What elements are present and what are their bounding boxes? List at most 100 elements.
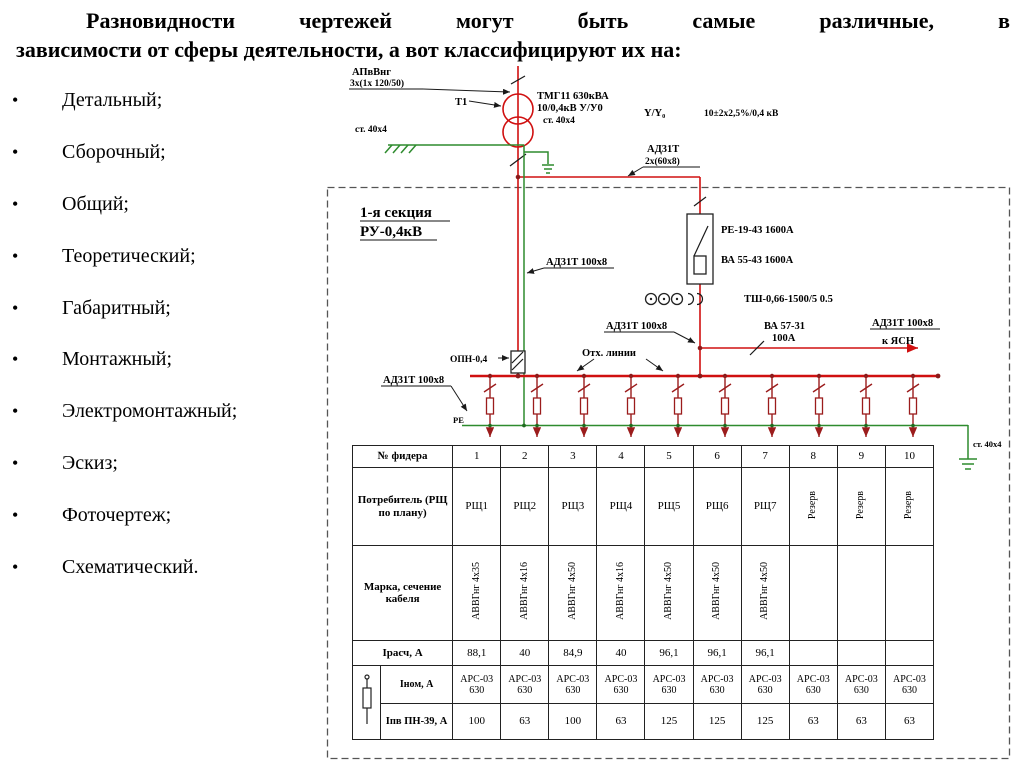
pe-junction-dot: [723, 423, 727, 428]
fuse-current-cell: 100: [452, 703, 502, 740]
consumer-cell: РЩ5: [644, 467, 694, 546]
list-item: • Схематический.: [12, 541, 327, 593]
pe-junction-dot: [535, 423, 539, 428]
bullet-label: Детальный;: [62, 89, 163, 112]
bullet-icon: •: [12, 401, 19, 422]
isolator-slash: [483, 383, 497, 393]
switchgear-section-boundary: [326, 186, 1011, 760]
breaker-label: ВА 55-43 1600А: [721, 255, 794, 266]
rated-current-cell: АРС-03 630: [644, 665, 694, 704]
transformer-icon: [502, 93, 534, 125]
earth-hatch: [392, 144, 401, 154]
isolator-slash: [765, 383, 779, 393]
busbar-type-label: АД31Т: [647, 144, 679, 155]
pe-junction-dot: [629, 423, 633, 428]
table-row-cables: Марка, сечение кабеля АВВГнг 4х35 АВВГнг…: [351, 545, 935, 641]
ct-dot: [662, 297, 666, 301]
calc-current-cell: 40: [596, 640, 646, 666]
feeder-branch: [483, 373, 497, 437]
list-item: • Теоретический;: [12, 230, 327, 282]
fuse-icon: [673, 397, 683, 415]
table-row-fuse-current: Iпв ПН-39, А 100 63 100 63 125 125 125 6…: [353, 703, 935, 740]
reserve-label: Резерв: [903, 490, 915, 519]
label-leader: [526, 267, 545, 274]
cable-label: АВВГнг 4х35: [470, 562, 482, 621]
cable-label: АВВГнг 4х50: [759, 562, 771, 621]
breaker-box-icon: [686, 213, 714, 285]
isolator-slash: [671, 383, 685, 393]
consumer-cell: Резерв: [884, 467, 935, 546]
calc-current-header: Iрасч, А: [351, 640, 454, 666]
bullet-label: Общий;: [62, 192, 129, 215]
table-row-rated-current: Iном, А АРС-03 630 АРС-03 630 АРС-03 630…: [351, 665, 935, 740]
cable-cell: АВВГнг 4х16: [500, 545, 550, 641]
consumer-header: Потребитель (РЩ по плану): [351, 467, 454, 546]
yasn-direction-label: к ЯСН: [882, 336, 914, 347]
cable-cell: [884, 545, 935, 641]
bullet-icon: •: [12, 297, 19, 318]
feeder-number: 6: [692, 445, 742, 468]
isolator-slash: [577, 383, 591, 393]
rated-current-cell: АРС-03 630: [836, 665, 886, 704]
list-item: • Общий;: [12, 179, 327, 231]
feeder-no-header: № фидера: [351, 445, 454, 468]
cable-cell: АВВГнг 4х50: [692, 545, 742, 641]
rated-current-cell: АРС-03 630: [452, 665, 502, 704]
calc-current-cell: [836, 640, 886, 666]
junction-dot: [515, 373, 521, 379]
bullet-label: Схематический.: [62, 555, 199, 578]
fuse-icon: [814, 397, 824, 415]
pe-junction-dot: [522, 423, 526, 428]
arrester-hatch: [511, 351, 524, 364]
cable-header: Марка, сечение кабеля: [351, 545, 454, 641]
isolator-slash: [859, 383, 873, 393]
cable-label: АВВГнг 4х50: [566, 562, 578, 621]
isolator-slash: [906, 383, 920, 393]
section-title-line2: РУ-0,4кВ: [360, 224, 422, 240]
isolator-slash: [530, 383, 544, 393]
incoming-cable-type-label: АПвВнг: [352, 67, 391, 78]
isolator-slash: [510, 75, 526, 85]
disconnector-label: РЕ-19-43 1600А: [721, 225, 794, 236]
list-item: • Фоточертеж;: [12, 489, 327, 541]
busbar-spec-label: 2х(60х8): [645, 156, 680, 167]
cable-cell: [788, 545, 838, 641]
fuse-switch-symbol-cell: [351, 665, 382, 740]
list-item: • Электромонтажный;: [12, 386, 327, 438]
arrester-hatch: [511, 358, 524, 371]
pe-junction-dot: [817, 423, 821, 428]
bullet-label: Теоретический;: [62, 244, 196, 267]
junction-dot: [935, 373, 941, 379]
consumer-cell: РЩ4: [596, 467, 646, 546]
calc-current-cell: 96,1: [644, 640, 694, 666]
bullet-label: Фоточертеж;: [62, 503, 172, 526]
table-row-calc-current: Iрасч, А 88,1 40 84,9 40 96,1 96,1 96,1: [351, 640, 935, 666]
bullet-icon: •: [12, 452, 19, 473]
pe-junction-dot: [911, 423, 915, 428]
feeder-table: № фидера 1 2 3 4 5 6 7 8 9 10 Потребител…: [351, 445, 935, 740]
feeder-branch: [671, 373, 685, 437]
feeder-branch: [906, 373, 920, 437]
label-leader: [645, 358, 664, 372]
calc-current-cell: 84,9: [548, 640, 598, 666]
consumer-cell: РЩ3: [548, 467, 598, 546]
transformer-id-label: Т1: [455, 97, 467, 108]
pe-junction-dot: [582, 423, 586, 428]
junction-dot: [697, 345, 703, 351]
fuse-current-cell: 63: [596, 703, 646, 740]
cable-cell: АВВГнг 4х50: [740, 545, 790, 641]
fuse-icon: [861, 397, 871, 415]
fuse-current-cell: 63: [788, 703, 838, 740]
bullet-icon: •: [12, 142, 19, 163]
table-row-feeder-numbers: № фидера 1 2 3 4 5 6 7 8 9 10: [351, 445, 935, 468]
isolator-slash: [693, 196, 707, 207]
fuse-icon: [579, 397, 589, 415]
bullet-icon: •: [12, 556, 19, 577]
reserve-label: Резерв: [855, 490, 867, 519]
yasn-bus-label: АД31Т 100х8: [872, 318, 933, 329]
rated-current-cell: АРС-03 630: [692, 665, 742, 704]
cable-label: АВВГнг 4х50: [711, 562, 723, 621]
label-leader: [576, 358, 595, 372]
list-item: • Монтажный;: [12, 334, 327, 386]
